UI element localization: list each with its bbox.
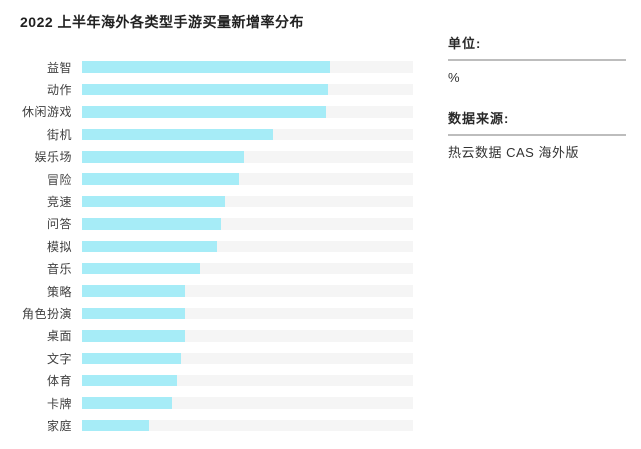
chart-title: 2022 上半年海外各类型手游买量新增率分布 bbox=[20, 14, 305, 30]
divider bbox=[448, 59, 626, 61]
source-block: 数据来源: 热云数据 CAS 海外版 bbox=[448, 111, 626, 161]
bar-fill bbox=[82, 397, 172, 409]
bar-track bbox=[82, 374, 413, 387]
chart-row: 益智 bbox=[14, 56, 413, 78]
chart-row: 角色扮演 bbox=[14, 302, 413, 324]
chart-row: 问答 bbox=[14, 213, 413, 235]
chart-row: 竞速 bbox=[14, 190, 413, 212]
category-label: 体育 bbox=[46, 374, 72, 389]
bar-fill bbox=[82, 128, 274, 141]
category-label: 音乐 bbox=[46, 262, 72, 277]
category-label: 街机 bbox=[46, 127, 72, 142]
bar-track bbox=[82, 397, 413, 409]
unit-block: 单位: % bbox=[448, 36, 626, 86]
bar-chart: 益智动作休闲游戏街机娱乐场冒险竞速问答模拟音乐策略角色扮演桌面文字体育卡牌家庭 bbox=[14, 56, 413, 437]
category-label: 桌面 bbox=[46, 329, 72, 344]
source-value: 热云数据 CAS 海外版 bbox=[448, 145, 579, 160]
bar-fill bbox=[82, 151, 244, 163]
bar-track bbox=[82, 285, 413, 297]
category-label: 策略 bbox=[46, 284, 72, 299]
chart-row: 模拟 bbox=[14, 235, 413, 257]
chart-row: 冒险 bbox=[14, 168, 413, 190]
bar-fill bbox=[82, 218, 222, 230]
bar-track bbox=[82, 352, 413, 365]
divider bbox=[448, 134, 626, 136]
chart-row: 音乐 bbox=[14, 258, 413, 280]
bar-track bbox=[82, 307, 413, 320]
category-label: 益智 bbox=[46, 60, 72, 75]
bar-fill bbox=[82, 262, 200, 275]
unit-value: % bbox=[448, 70, 461, 85]
bar-track bbox=[82, 419, 413, 432]
bar-fill bbox=[82, 240, 218, 253]
category-label: 模拟 bbox=[46, 239, 72, 254]
chart-row: 文字 bbox=[14, 347, 413, 369]
chart-row: 桌面 bbox=[14, 325, 413, 347]
bar-track bbox=[82, 61, 413, 73]
bar-track bbox=[82, 173, 413, 185]
bar-fill bbox=[82, 330, 185, 342]
side-panel: 单位: % 数据来源: 热云数据 CAS 海外版 bbox=[448, 36, 626, 161]
bar-fill bbox=[82, 195, 225, 208]
category-label: 动作 bbox=[46, 83, 72, 98]
category-label: 卡牌 bbox=[46, 396, 72, 411]
bar-fill bbox=[82, 419, 149, 432]
bar-track bbox=[82, 128, 413, 141]
category-label: 竞速 bbox=[46, 195, 72, 210]
category-label: 家庭 bbox=[46, 418, 72, 433]
chart-row: 策略 bbox=[14, 280, 413, 302]
bar-fill bbox=[82, 61, 331, 73]
bar-fill bbox=[82, 307, 186, 320]
bar-fill bbox=[82, 173, 239, 185]
category-label: 文字 bbox=[46, 351, 72, 366]
bar-track bbox=[82, 240, 413, 253]
chart-row: 体育 bbox=[14, 369, 413, 391]
bar-fill bbox=[82, 285, 186, 297]
chart-row: 卡牌 bbox=[14, 392, 413, 414]
bar-track bbox=[82, 106, 413, 118]
chart-row: 娱乐场 bbox=[14, 146, 413, 168]
unit-label: 单位: bbox=[448, 36, 482, 51]
category-label: 冒险 bbox=[46, 172, 72, 187]
bar-track bbox=[82, 195, 413, 208]
chart-row: 家庭 bbox=[14, 414, 413, 436]
bar-track bbox=[82, 262, 413, 275]
chart-row: 休闲游戏 bbox=[14, 101, 413, 123]
bar-fill bbox=[82, 352, 181, 365]
bar-fill bbox=[82, 106, 326, 118]
bar-track bbox=[82, 151, 413, 163]
chart-row: 街机 bbox=[14, 123, 413, 145]
bar-track bbox=[82, 83, 413, 96]
source-label: 数据来源: bbox=[448, 111, 510, 126]
category-label: 问答 bbox=[46, 217, 72, 232]
category-label: 娱乐场 bbox=[34, 150, 72, 165]
bar-track bbox=[82, 330, 413, 342]
bar-fill bbox=[82, 83, 328, 96]
bar-track bbox=[82, 218, 413, 230]
bar-fill bbox=[82, 374, 177, 387]
category-label: 休闲游戏 bbox=[21, 105, 72, 120]
category-label: 角色扮演 bbox=[21, 306, 72, 321]
chart-row: 动作 bbox=[14, 78, 413, 100]
